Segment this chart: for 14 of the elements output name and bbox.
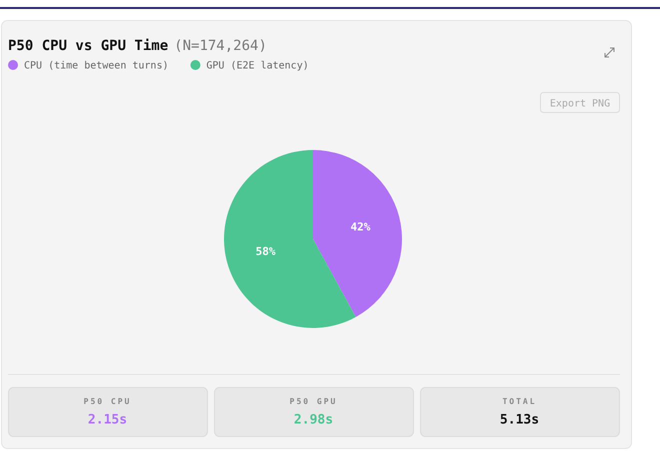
export-button: Export PNG xyxy=(540,92,620,113)
data-label: 58% xyxy=(256,245,276,258)
legend-label: GPU (E2E latency) xyxy=(206,60,309,72)
text: P50 CPU xyxy=(84,396,132,406)
text: TOTAL xyxy=(502,396,537,406)
data-label: 42% xyxy=(350,220,371,234)
pie-slice xyxy=(313,150,402,317)
chart-subtitle: (N=174,264) xyxy=(174,38,267,54)
legend-label: CPU (time between turns) xyxy=(24,60,168,72)
chart-title: P50 CPU vs GPU Time xyxy=(8,38,168,54)
text: P50 GPU xyxy=(290,396,338,406)
text: 2.98s xyxy=(294,412,334,428)
text: 2.15s xyxy=(88,412,128,428)
text: 5.13s xyxy=(500,412,540,428)
